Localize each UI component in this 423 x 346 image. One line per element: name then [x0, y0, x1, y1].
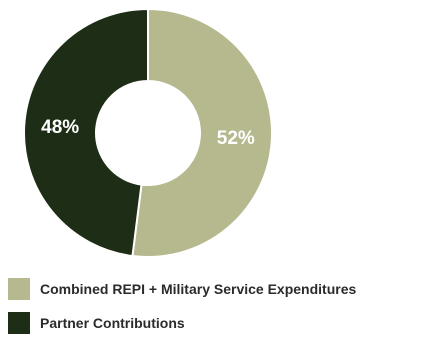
- chart-legend: Combined REPI + Military Service Expendi…: [8, 278, 356, 346]
- donut-chart: 52% 48%: [23, 7, 273, 258]
- legend-label-partner-contributions: Partner Contributions: [40, 315, 185, 331]
- slice-label-combined-repi: 52%: [217, 128, 255, 149]
- slice-label-partner-contributions: 48%: [41, 117, 79, 138]
- pie-slice-combined-repi: [131, 7, 273, 258]
- legend-swatch-combined-repi: [8, 278, 30, 300]
- legend-swatch-partner-contributions: [8, 312, 30, 334]
- pie-slice-partner-contributions: [23, 7, 149, 258]
- legend-item-partner-contributions: Partner Contributions: [8, 312, 356, 334]
- legend-item-combined-repi: Combined REPI + Military Service Expendi…: [8, 278, 356, 300]
- legend-label-combined-repi: Combined REPI + Military Service Expendi…: [40, 281, 357, 297]
